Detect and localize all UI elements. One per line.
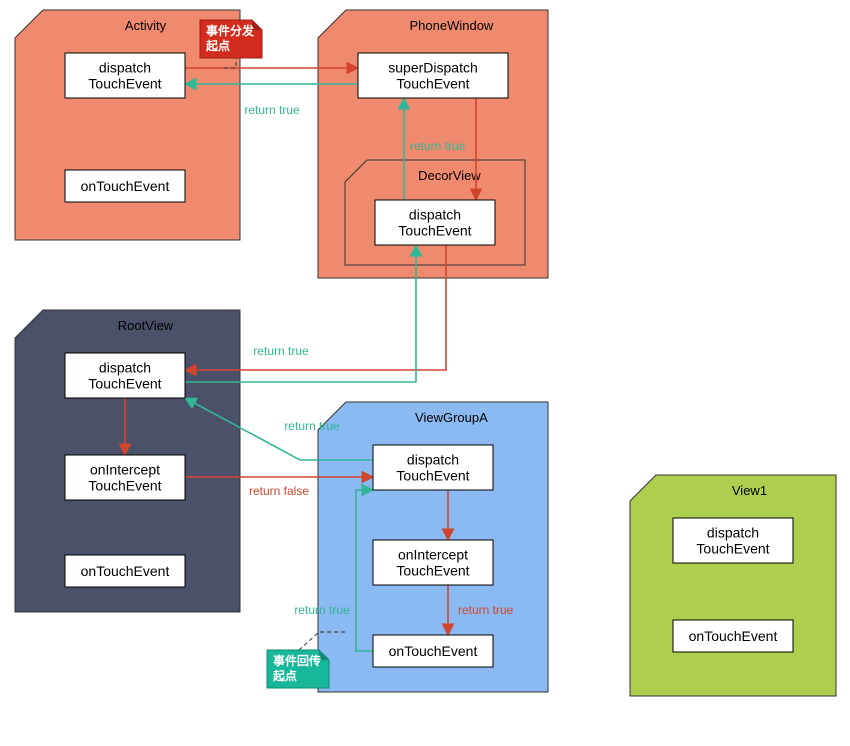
note-return-origin: 事件回传起点	[267, 650, 329, 688]
node-label: dispatch	[407, 452, 459, 468]
node-label: dispatch	[99, 60, 151, 76]
note-text: 事件分发	[206, 23, 255, 38]
node-activity-ontouch: onTouchEvent	[65, 170, 185, 202]
node-label: TouchEvent	[398, 223, 471, 239]
node-decorview-dispatch: dispatchTouchEvent	[375, 200, 495, 245]
node-label: superDispatch	[388, 60, 478, 76]
edge-label: return false	[249, 484, 309, 498]
node-viewgroupa-dispatch: dispatchTouchEvent	[373, 445, 493, 490]
node-label: onIntercept	[398, 547, 468, 563]
container-title: ViewGroupA	[415, 410, 488, 425]
node-label: TouchEvent	[88, 76, 161, 92]
edge-label: return true	[410, 139, 466, 153]
node-label: TouchEvent	[396, 468, 469, 484]
edge-label: return true	[284, 419, 340, 433]
edge-label: return true	[294, 603, 350, 617]
node-label: onTouchEvent	[81, 563, 170, 579]
container-title: PhoneWindow	[409, 18, 493, 33]
node-view1-dispatch: dispatchTouchEvent	[673, 518, 793, 563]
node-label: TouchEvent	[696, 541, 769, 557]
container-title: View1	[732, 483, 767, 498]
node-label: TouchEvent	[88, 478, 161, 494]
node-phonewindow-superdispatch: superDispatchTouchEvent	[358, 53, 508, 98]
node-rootview-ontouch: onTouchEvent	[65, 555, 185, 587]
node-label: onTouchEvent	[389, 643, 478, 659]
node-label: dispatch	[99, 360, 151, 376]
container-title: Activity	[125, 18, 167, 33]
node-activity-dispatch: dispatchTouchEvent	[65, 53, 185, 98]
container-title: DecorView	[418, 168, 481, 183]
node-label: onTouchEvent	[689, 628, 778, 644]
edge-label: return true	[253, 344, 309, 358]
node-label: TouchEvent	[88, 376, 161, 392]
node-label: dispatch	[707, 525, 759, 541]
node-rootview-intercept: onInterceptTouchEvent	[65, 455, 185, 500]
edge-label: return true	[458, 603, 514, 617]
note-text: 事件回传	[273, 653, 321, 668]
node-label: onIntercept	[90, 462, 160, 478]
node-viewgroupa-ontouch: onTouchEvent	[373, 635, 493, 667]
node-label: TouchEvent	[396, 563, 469, 579]
node-viewgroupa-intercept: onInterceptTouchEvent	[373, 540, 493, 585]
node-label: onTouchEvent	[81, 178, 170, 194]
note-text: 起点	[205, 38, 230, 53]
node-label: dispatch	[409, 207, 461, 223]
node-view1-ontouch: onTouchEvent	[673, 620, 793, 652]
container-view1: View1	[630, 475, 836, 696]
note-text: 起点	[272, 668, 297, 683]
note-dispatch-origin: 事件分发起点	[200, 20, 262, 58]
container-title: RootView	[118, 318, 174, 333]
node-label: TouchEvent	[396, 76, 469, 92]
edge-label: return true	[244, 103, 300, 117]
node-rootview-dispatch: dispatchTouchEvent	[65, 353, 185, 398]
